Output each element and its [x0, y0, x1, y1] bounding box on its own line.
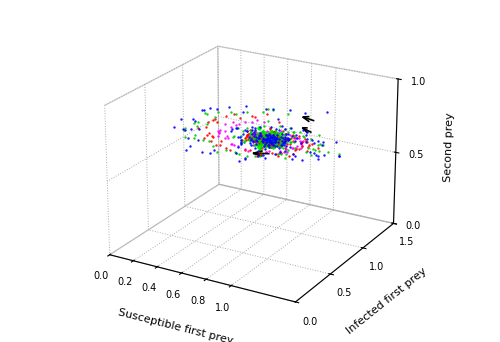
X-axis label: Susceptible first prey: Susceptible first prey: [118, 307, 234, 342]
Y-axis label: Infected first prey: Infected first prey: [344, 266, 428, 336]
